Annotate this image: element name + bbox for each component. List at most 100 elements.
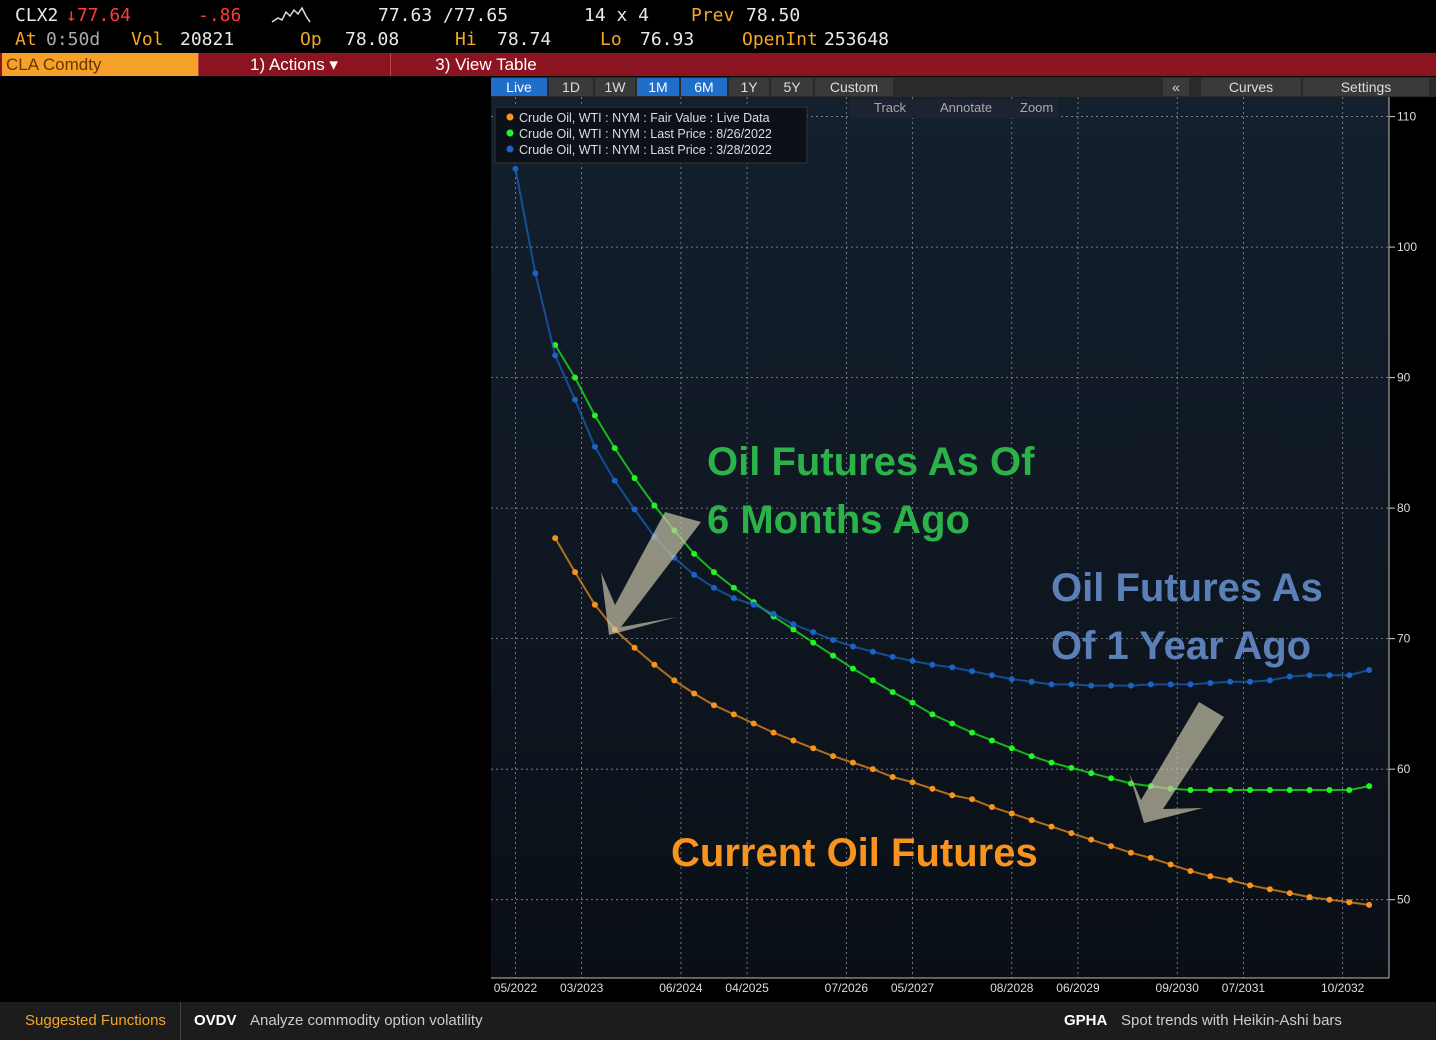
data-point bbox=[651, 661, 658, 668]
x-tick-label: 09/2030 bbox=[1156, 981, 1200, 995]
data-point bbox=[830, 652, 837, 659]
data-point bbox=[1326, 672, 1333, 679]
data-point bbox=[1147, 681, 1154, 688]
data-point bbox=[909, 657, 916, 664]
range-tab[interactable]: Live bbox=[491, 78, 547, 96]
data-point bbox=[988, 672, 995, 679]
function-code[interactable]: GPHA bbox=[1064, 1012, 1108, 1029]
data-point bbox=[671, 677, 678, 684]
data-point bbox=[1028, 817, 1035, 824]
range-tab[interactable]: 1W bbox=[595, 78, 635, 96]
data-point bbox=[532, 270, 539, 277]
data-point bbox=[949, 720, 956, 727]
tool-button[interactable]: Zoom bbox=[1020, 100, 1054, 115]
data-point bbox=[512, 165, 519, 172]
x-tick-label: 04/2025 bbox=[725, 981, 769, 995]
time: 0:50d bbox=[46, 29, 101, 50]
data-point bbox=[1127, 849, 1134, 856]
range-tab[interactable]: 6M bbox=[681, 78, 727, 96]
data-point bbox=[969, 729, 976, 736]
legend-entry: Crude Oil, WTI : NYM : Last Price : 8/26… bbox=[519, 127, 772, 141]
x-tick-label: 06/2029 bbox=[1056, 981, 1100, 995]
range-tab[interactable]: 5Y bbox=[771, 78, 813, 96]
prev-label: Prev bbox=[691, 5, 735, 26]
data-point bbox=[969, 796, 976, 803]
tool-button[interactable]: Track bbox=[874, 100, 907, 115]
annotation: Oil Futures As bbox=[1051, 566, 1323, 610]
legend-marker bbox=[506, 145, 514, 153]
data-point bbox=[1366, 901, 1373, 908]
data-point bbox=[1048, 681, 1055, 688]
view-table-button[interactable]: 3) View Table bbox=[390, 53, 581, 76]
data-point bbox=[591, 412, 598, 419]
range-tab[interactable]: 1D bbox=[549, 78, 593, 96]
legend-box bbox=[494, 106, 808, 164]
y-tick-label: 80 bbox=[1397, 501, 1411, 515]
range-tab[interactable]: Custom bbox=[815, 78, 893, 96]
panel-button[interactable]: « bbox=[1163, 78, 1189, 96]
actions-menu[interactable]: 1) Actions ▾ bbox=[198, 53, 389, 76]
y-tick-label: 50 bbox=[1397, 893, 1411, 907]
sparkline-icon bbox=[271, 6, 311, 23]
data-point bbox=[949, 664, 956, 671]
annotation: Oil Futures As Of bbox=[707, 440, 1035, 484]
x-tick-label: 07/2031 bbox=[1222, 981, 1266, 995]
x-tick-label: 05/2027 bbox=[891, 981, 935, 995]
x-tick-label: 07/2026 bbox=[825, 981, 869, 995]
function-text[interactable]: Spot trends with Heikin-Ashi bars bbox=[1121, 1012, 1342, 1029]
divider bbox=[180, 1002, 181, 1040]
data-point bbox=[909, 699, 916, 706]
data-point bbox=[1227, 877, 1234, 884]
function-code[interactable]: OVDV bbox=[194, 1012, 237, 1029]
lo: 76.93 bbox=[640, 29, 695, 50]
data-point bbox=[949, 792, 956, 799]
data-point bbox=[1346, 672, 1353, 679]
data-point bbox=[1187, 867, 1194, 874]
data-point bbox=[770, 610, 777, 617]
data-point bbox=[1266, 886, 1273, 893]
function-text[interactable]: Analyze commodity option volatility bbox=[250, 1012, 483, 1029]
data-point bbox=[1346, 787, 1353, 794]
range-tab[interactable]: 1M bbox=[637, 78, 679, 96]
annotation: Current Oil Futures bbox=[671, 831, 1038, 875]
data-point bbox=[691, 550, 698, 557]
data-point bbox=[988, 804, 995, 811]
data-point bbox=[929, 785, 936, 792]
data-point bbox=[1207, 680, 1214, 687]
data-point bbox=[1088, 682, 1095, 689]
data-point bbox=[1088, 770, 1095, 777]
panel-button[interactable]: Settings bbox=[1303, 78, 1429, 96]
data-point bbox=[1286, 787, 1293, 794]
data-point bbox=[730, 595, 737, 602]
data-point bbox=[1028, 678, 1035, 685]
data-point bbox=[1187, 787, 1194, 794]
y-tick-label: 100 bbox=[1397, 240, 1417, 254]
data-point bbox=[1366, 783, 1373, 790]
data-point bbox=[909, 779, 916, 786]
footer: Suggested Functions OVDV Analyze commodi… bbox=[0, 1002, 1436, 1040]
data-point bbox=[849, 665, 856, 672]
legend: Crude Oil, WTI : NYM : Fair Value : Live… bbox=[494, 106, 808, 164]
data-point bbox=[889, 653, 896, 660]
chart: 50 60 70 80 90 100 110 05/2022 03/2023 06/2024 04/… bbox=[491, 97, 1436, 1000]
plot-background bbox=[491, 97, 1389, 978]
data-point bbox=[711, 584, 717, 591]
data-point bbox=[1266, 787, 1273, 794]
data-point bbox=[631, 475, 638, 482]
data-point bbox=[611, 477, 618, 484]
panel-button[interactable]: Curves bbox=[1201, 78, 1301, 96]
y-tick-label: 70 bbox=[1397, 632, 1411, 646]
security-field[interactable]: CLA Comdty bbox=[2, 53, 198, 76]
data-point bbox=[810, 639, 817, 646]
data-point bbox=[1028, 753, 1035, 760]
data-point bbox=[631, 506, 638, 513]
series-line bbox=[554, 344, 1370, 792]
data-point bbox=[750, 601, 757, 608]
data-point bbox=[790, 626, 797, 633]
range-tab[interactable]: 1Y bbox=[729, 78, 769, 96]
last-price: ↓77.64 bbox=[66, 5, 132, 26]
data-point bbox=[1127, 682, 1134, 689]
annotation-arrow bbox=[601, 512, 701, 635]
tool-button[interactable]: Annotate bbox=[940, 100, 993, 115]
